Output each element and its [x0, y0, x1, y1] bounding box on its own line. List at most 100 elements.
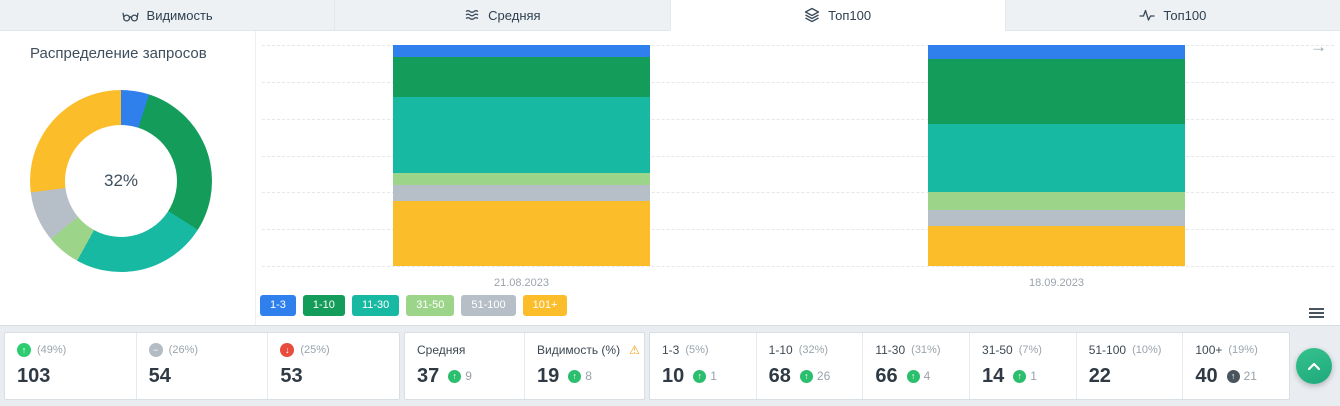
chart-menu-icon[interactable]: [1307, 304, 1326, 322]
range-delta: ↑ 4: [906, 369, 930, 383]
gridline: [262, 119, 1334, 120]
range-label: 1-10: [768, 343, 793, 357]
metric-card-visibility: Видимость (%) ⚠ 19 ↑ 8: [525, 333, 644, 399]
tab-label: Топ100: [828, 7, 872, 23]
gridline: [262, 229, 1334, 230]
tab-top100-layers[interactable]: Топ100: [669, 0, 1005, 31]
bar-segment-51-100[interactable]: [928, 209, 1185, 226]
donut-center: 32%: [65, 125, 177, 237]
legend-chip[interactable]: 31-50: [406, 295, 455, 316]
gridline: [262, 82, 1334, 83]
range-delta: ↑ 1: [1013, 369, 1037, 383]
top100-panel: Распределение запросов 32% 21.08.2023 18…: [0, 31, 1340, 325]
legend-chip[interactable]: 101+: [522, 295, 568, 316]
query-distribution-panel: Распределение запросов 32%: [0, 31, 256, 325]
arrow-up-circle-icon: ↑: [17, 343, 31, 357]
metric-value: 37: [417, 365, 440, 387]
range-percent: (32%): [798, 344, 829, 356]
chevron-up-icon: [1307, 362, 1321, 370]
bar-segment-1-10[interactable]: [928, 58, 1185, 124]
range-card: 31-50 (7%) 14 ↑ 1: [970, 333, 1077, 399]
range-delta: ↑ 26: [799, 369, 830, 383]
bar-segment-101+[interactable]: [393, 201, 650, 266]
minus-circle-icon: −: [148, 343, 163, 357]
bar-segment-1-3[interactable]: [928, 45, 1185, 59]
range-value: 22: [1088, 365, 1111, 387]
legend-chip[interactable]: 51-100: [461, 295, 516, 316]
metric-label: Видимость (%): [537, 343, 621, 357]
summary-value: 53: [280, 365, 303, 387]
range-label: 11-30: [875, 343, 906, 357]
bar-column: [393, 45, 650, 266]
chart-legend: 1-3 1-10 11-30 31-50 51-100 101+: [260, 295, 568, 316]
range-percent: (19%): [1228, 344, 1258, 356]
legend-chip[interactable]: 11-30: [351, 295, 400, 316]
tab-visibility[interactable]: Видимость: [0, 0, 335, 31]
warning-icon: ⚠: [629, 343, 640, 357]
arrow-up-circle-icon: ↑: [1013, 369, 1027, 383]
bar-segment-11-30[interactable]: [928, 123, 1185, 192]
scroll-to-top-button[interactable]: [1296, 348, 1332, 384]
totals-group: ↑ (49%) 103 − (26%) 54 ↓ (25%) 53: [4, 332, 400, 400]
bar-segment-1-3[interactable]: [393, 45, 650, 58]
summary-value: 103: [17, 365, 51, 387]
arrow-up-circle-icon: ↑: [693, 369, 707, 383]
legend-chip[interactable]: 1-10: [302, 295, 345, 316]
gridline: [262, 156, 1334, 157]
layers-icon: [805, 7, 820, 23]
range-percent: (7%): [1018, 344, 1042, 356]
arrow-up-circle-icon: ↑: [448, 369, 462, 383]
range-card: 11-30 (31%) 66 ↑ 4: [863, 333, 971, 399]
gridline: [262, 266, 1334, 267]
tab-average[interactable]: Средняя: [334, 0, 670, 31]
arrow-up-circle-icon: ↑: [1226, 369, 1240, 383]
legend-chip[interactable]: 1-3: [260, 295, 296, 316]
panel-title: Распределение запросов: [30, 45, 207, 62]
pulse-icon: [1139, 9, 1156, 21]
range-delta: ↑ 21: [1226, 369, 1257, 383]
summary-card-down: ↓ (25%) 53: [268, 333, 399, 399]
bar-segment-1-10[interactable]: [393, 57, 650, 98]
metric-card-average: Средняя 37 ↑ 9: [405, 333, 525, 399]
summary-percent: (49%): [37, 344, 67, 356]
metric-label: Средняя: [417, 343, 466, 357]
range-label: 100+: [1195, 343, 1223, 357]
tab-label: Видимость: [146, 7, 213, 23]
x-axis-label: 18.09.2023: [1028, 277, 1085, 289]
donut-chart[interactable]: 32%: [30, 90, 212, 272]
range-value: 10: [662, 365, 685, 387]
tab-label: Средняя: [488, 7, 541, 23]
range-card: 100+ (19%) 40 ↑ 21: [1183, 333, 1289, 399]
ranges-group: 1-3 (5%) 10 ↑ 1 1-10 (32%) 68 ↑ 26: [649, 332, 1290, 400]
stacked-bar-chart: 21.08.2023 18.09.2023 1-3 1-10 11-30 31-…: [256, 31, 1340, 325]
tab-top100-pulse[interactable]: Топ100: [1004, 0, 1340, 31]
metric-value: 19: [537, 365, 560, 387]
tab-bar: Видимость Средняя Топ100 Топ100: [0, 0, 1340, 31]
arrow-up-circle-icon: ↑: [906, 369, 920, 383]
range-percent: (5%): [685, 344, 709, 356]
donut-center-label: 32%: [103, 171, 139, 190]
arrow-down-circle-icon: ↓: [280, 343, 295, 357]
next-period-arrow-icon[interactable]: →: [1310, 37, 1327, 56]
tab-label: Топ100: [1163, 7, 1207, 23]
bar-segment-31-50[interactable]: [393, 172, 650, 185]
range-card: 51-100 (10%) 22 ↑: [1077, 333, 1184, 399]
gridline: [262, 192, 1334, 193]
range-card: 1-3 (5%) 10 ↑ 1: [650, 333, 757, 399]
range-percent: (10%): [1132, 344, 1162, 356]
bar-segment-101+[interactable]: [928, 225, 1185, 266]
range-value: 40: [1195, 365, 1218, 387]
range-percent: (31%): [911, 344, 941, 356]
range-value: 68: [768, 365, 791, 387]
waves-icon: [465, 10, 479, 20]
range-label: 1-3: [662, 343, 680, 357]
range-value: 14: [982, 365, 1005, 387]
metric-delta: ↑ 9: [448, 369, 472, 383]
glasses-icon: [121, 12, 139, 22]
bar-segment-31-50[interactable]: [928, 191, 1185, 210]
range-label: 51-100: [1088, 343, 1127, 357]
gridline: [262, 45, 1334, 46]
bar-segment-51-100[interactable]: [393, 184, 650, 202]
bar-segment-11-30[interactable]: [393, 97, 650, 173]
summary-percent: (26%): [168, 344, 199, 356]
